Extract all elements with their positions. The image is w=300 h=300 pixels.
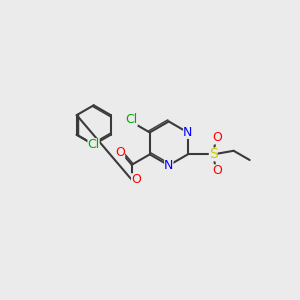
Text: N: N: [164, 159, 173, 172]
Text: O: O: [115, 146, 125, 159]
Text: Cl: Cl: [125, 113, 138, 126]
Text: Cl: Cl: [87, 138, 100, 151]
Text: S: S: [209, 147, 218, 161]
Text: O: O: [212, 164, 222, 177]
Text: N: N: [183, 126, 193, 139]
Text: O: O: [131, 173, 141, 186]
Text: O: O: [212, 131, 222, 145]
